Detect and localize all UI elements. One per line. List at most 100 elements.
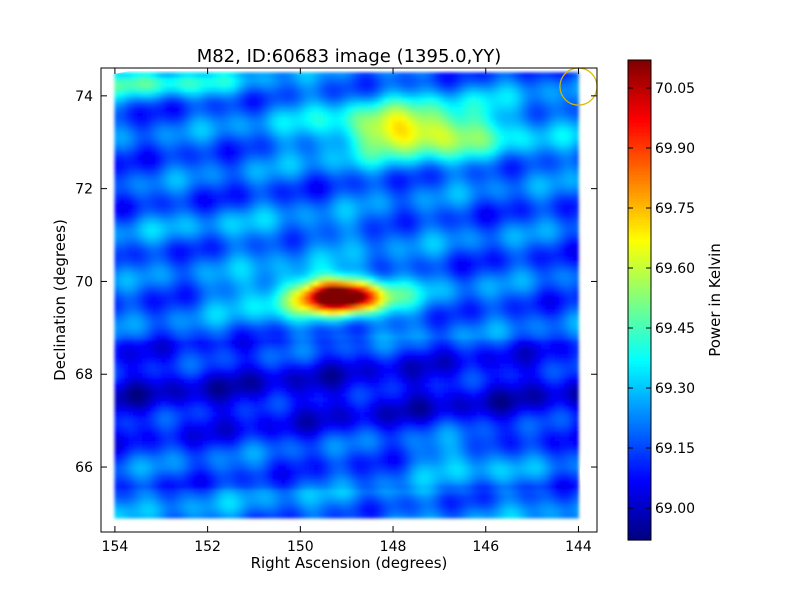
- heatmap-cell: [429, 469, 436, 475]
- heatmap-cell: [146, 299, 153, 306]
- heatmap-cell: [425, 377, 431, 383]
- heatmap-cell: [244, 328, 250, 335]
- heatmap-cell: [248, 304, 255, 311]
- heatmap-cell: [253, 328, 260, 335]
- heatmap-cell: [207, 449, 213, 456]
- heatmap-cell: [179, 290, 185, 296]
- heatmap-cell: [452, 382, 459, 388]
- heatmap-cell: [429, 362, 436, 369]
- heatmap-cell: [573, 508, 579, 514]
- heatmap-cell: [573, 309, 579, 316]
- heatmap-cell: [420, 406, 426, 412]
- heatmap-cell: [392, 328, 399, 335]
- heatmap-cell: [401, 411, 408, 417]
- heatmap-cell: [350, 503, 357, 509]
- heatmap-cell: [286, 386, 292, 393]
- heatmap-cell: [184, 367, 190, 374]
- heatmap-cell: [573, 449, 579, 456]
- heatmap-cell: [360, 377, 366, 383]
- heatmap-cell: [341, 406, 348, 412]
- heatmap-cell: [156, 430, 162, 437]
- heatmap-cell: [369, 333, 375, 340]
- heatmap-cell: [258, 386, 264, 393]
- heatmap-cell: [123, 512, 130, 519]
- heatmap-cell: [281, 508, 287, 514]
- heatmap-cell: [406, 372, 412, 379]
- heatmap-cell: [429, 416, 436, 422]
- heatmap-cell: [573, 420, 579, 427]
- heatmap-cell: [513, 498, 519, 504]
- heatmap-cell: [434, 401, 440, 408]
- heatmap-cell: [536, 362, 542, 369]
- heatmap-cell: [160, 430, 167, 437]
- heatmap-cell: [452, 391, 459, 398]
- heatmap-cell: [133, 304, 139, 311]
- heatmap-cell: [401, 449, 408, 456]
- heatmap-cell: [350, 440, 357, 446]
- heatmap-cell: [160, 469, 167, 475]
- heatmap-cell: [494, 474, 501, 480]
- heatmap-cell: [156, 343, 162, 350]
- heatmap-cell: [156, 328, 162, 335]
- heatmap-cell: [378, 474, 385, 480]
- heatmap-cell: [119, 299, 125, 306]
- heatmap-cell: [494, 411, 501, 417]
- heatmap-cell: [137, 343, 144, 350]
- heatmap-cell: [160, 348, 167, 354]
- heatmap-cell: [457, 275, 463, 282]
- heatmap-cell: [489, 357, 496, 364]
- heatmap-cell: [211, 493, 218, 500]
- heatmap-cell: [554, 294, 561, 301]
- heatmap-cell: [272, 508, 278, 514]
- heatmap-cell: [258, 382, 264, 388]
- heatmap-cell: [443, 512, 450, 519]
- heatmap-cell: [448, 459, 454, 466]
- heatmap-cell: [262, 304, 269, 311]
- heatmap-cell: [364, 333, 371, 340]
- heatmap-cell: [554, 435, 561, 442]
- heatmap-cell: [327, 367, 334, 374]
- heatmap-cell: [480, 430, 487, 437]
- heatmap-cell: [258, 411, 264, 417]
- heatmap-cell: [137, 474, 144, 480]
- heatmap-cell: [369, 319, 375, 325]
- heatmap-cell: [346, 391, 352, 398]
- heatmap-cell: [142, 304, 148, 311]
- heatmap-cell: [309, 362, 315, 369]
- heatmap-cell: [564, 416, 570, 422]
- heatmap-cell: [420, 324, 426, 330]
- heatmap-cell: [123, 430, 130, 437]
- heatmap-cell: [346, 478, 352, 485]
- heatmap-cell: [128, 469, 134, 475]
- heatmap-cell: [304, 498, 310, 504]
- heatmap-cell: [290, 275, 297, 282]
- heatmap-cell: [286, 319, 292, 325]
- heatmap-cell: [156, 290, 162, 296]
- heatmap-cell: [438, 294, 445, 301]
- heatmap-cell: [527, 454, 533, 461]
- heatmap-cell: [304, 275, 310, 282]
- heatmap-cell: [513, 425, 519, 432]
- heatmap-cell: [438, 440, 445, 446]
- heatmap-cell: [216, 503, 222, 509]
- heatmap-cell: [174, 474, 181, 480]
- heatmap-cell: [133, 372, 139, 379]
- heatmap-cell: [476, 294, 482, 301]
- heatmap-cell: [471, 401, 477, 408]
- heatmap-cell: [253, 503, 260, 509]
- heatmap-cell: [156, 319, 162, 325]
- heatmap-cell: [429, 290, 436, 296]
- heatmap-cell: [531, 338, 538, 345]
- heatmap-cell: [388, 483, 394, 490]
- heatmap-cell: [350, 445, 357, 451]
- heatmap-cell: [235, 324, 241, 330]
- heatmap-cell: [123, 333, 130, 340]
- heatmap-cell: [429, 464, 436, 471]
- heatmap-cell: [123, 353, 130, 359]
- heatmap-cell: [508, 386, 514, 393]
- heatmap-cell: [568, 391, 575, 398]
- heatmap-cell: [480, 454, 487, 461]
- heatmap-cell: [151, 498, 158, 504]
- heatmap-cell: [253, 275, 260, 282]
- heatmap-cell: [545, 512, 552, 519]
